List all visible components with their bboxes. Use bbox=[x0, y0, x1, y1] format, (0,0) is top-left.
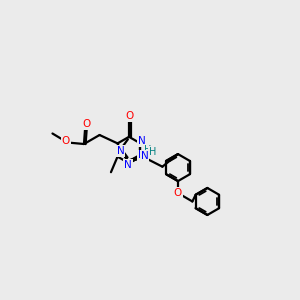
Text: H: H bbox=[149, 147, 156, 157]
Text: N: N bbox=[124, 160, 132, 170]
Text: O: O bbox=[61, 136, 70, 146]
Text: N: N bbox=[141, 151, 148, 161]
Text: N: N bbox=[138, 136, 146, 146]
Text: O: O bbox=[125, 111, 133, 121]
Text: H: H bbox=[144, 145, 152, 155]
Text: O: O bbox=[174, 188, 182, 198]
Text: O: O bbox=[82, 119, 91, 129]
Text: N: N bbox=[117, 146, 124, 156]
Text: N: N bbox=[138, 150, 146, 161]
